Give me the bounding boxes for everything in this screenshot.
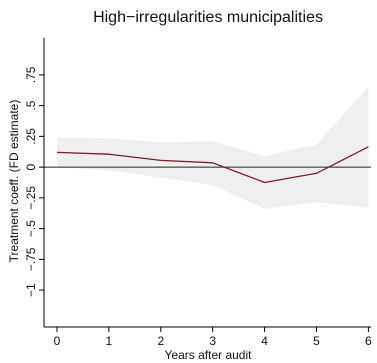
x-tick-label: 4 — [261, 334, 268, 348]
estimate-line-1 — [56, 146, 369, 184]
x-tick-label: 6 — [365, 334, 372, 348]
y-tick-label: −.75 — [24, 247, 38, 271]
series-layer — [56, 146, 369, 184]
x-tick-label: 2 — [157, 334, 164, 348]
y-tick-label: 0 — [24, 163, 38, 170]
x-axis-label: Years after audit — [165, 348, 253, 362]
axes-layer: −1 −.75 −.5 −.25 0 .25 .5 .75 0 1 2 3 4 5 6 — [24, 38, 372, 348]
x-tick-label: 3 — [209, 334, 216, 348]
y-tick-label: .25 — [24, 128, 38, 145]
x-tick-label: 5 — [313, 334, 320, 348]
x-tick-label: 1 — [106, 334, 113, 348]
y-tick-label: .75 — [24, 66, 38, 83]
y-tick-label: −1 — [24, 283, 38, 297]
y-tick-label: −.25 — [24, 186, 38, 210]
chart-title: High−irregularities municipalities — [93, 9, 323, 26]
y-axis-label: Treatment coeff. (FD estimate) — [7, 100, 21, 263]
y-tick-label: .5 — [24, 100, 38, 110]
y-tick-label: −.5 — [24, 220, 38, 237]
x-tick-label: 0 — [54, 334, 61, 348]
